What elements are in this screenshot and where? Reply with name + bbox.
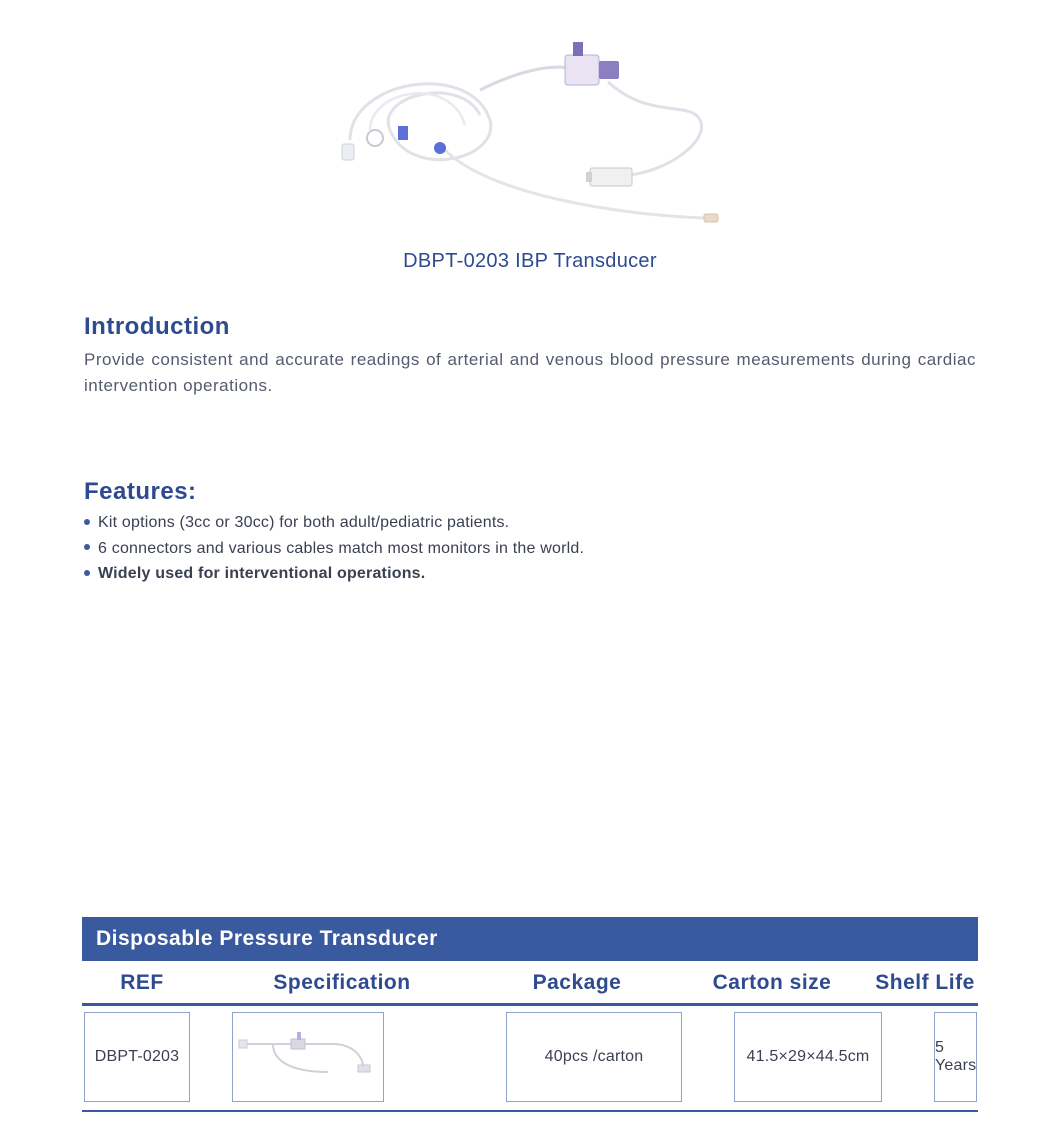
- introduction-heading: Introduction: [84, 313, 976, 341]
- cell-specification: [232, 1012, 384, 1102]
- col-specification: Specification: [202, 971, 482, 995]
- col-ref: REF: [82, 971, 202, 995]
- product-title: DBPT-0203 IBP Transducer: [0, 250, 1060, 273]
- cell-package: 40pcs /carton: [506, 1012, 682, 1102]
- feature-item: Kit options (3cc or 30cc) for both adult…: [84, 510, 976, 536]
- spec-thumbnail: [233, 1022, 383, 1092]
- spec-table-header-row: REF Specification Package Carton size Sh…: [82, 961, 978, 1006]
- feature-list: Kit options (3cc or 30cc) for both adult…: [84, 510, 976, 587]
- col-shelf-life: Shelf Life: [872, 971, 978, 995]
- col-carton-size: Carton size: [672, 971, 872, 995]
- cell-ref: DBPT-0203: [84, 1012, 190, 1102]
- transducer-illustration: [290, 20, 770, 240]
- features-heading: Features:: [84, 478, 976, 506]
- spec-table-data-row: DBPT-0203 40pcs /car: [82, 1006, 978, 1112]
- feature-item: 6 connectors and various cables match mo…: [84, 536, 976, 562]
- col-package: Package: [482, 971, 672, 995]
- spec-table-title: Disposable Pressure Transducer: [82, 917, 978, 961]
- spec-table: Disposable Pressure Transducer REF Speci…: [82, 917, 978, 1112]
- product-image: [0, 0, 1060, 240]
- feature-item: Widely used for interventional operation…: [84, 561, 976, 587]
- cell-shelf-life: 5 Years: [934, 1012, 977, 1102]
- introduction-text: Provide consistent and accurate readings…: [84, 347, 976, 398]
- cell-carton-size: 41.5×29×44.5cm: [734, 1012, 882, 1102]
